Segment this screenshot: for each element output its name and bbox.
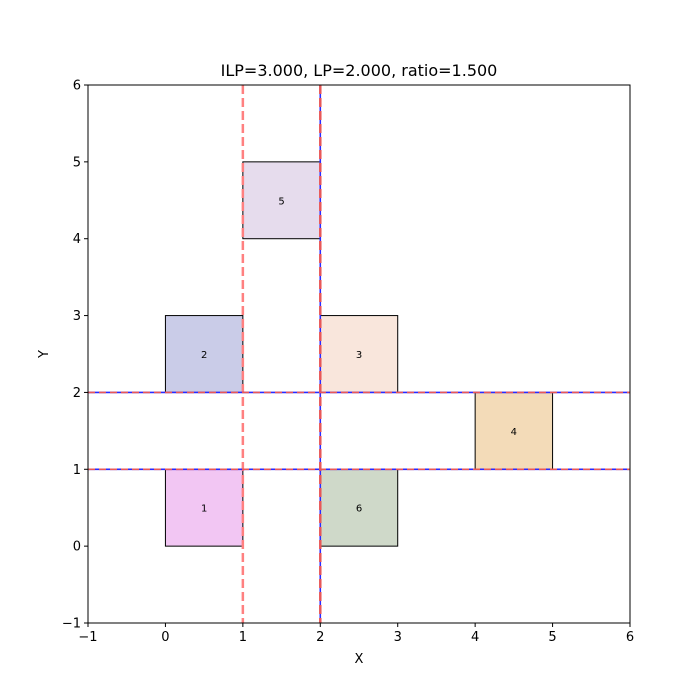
x-tick-label: 3 bbox=[394, 630, 402, 645]
rectangle-3 bbox=[319, 315, 399, 393]
ticks-layer: −1 0 1 2 3 4 5 6 −1 0 1 2 3 4 5 6 bbox=[62, 79, 634, 646]
rectangle-6 bbox=[319, 468, 399, 547]
y-tick-label: 3 bbox=[73, 309, 81, 324]
y-tick-label: 2 bbox=[73, 386, 81, 401]
y-tick-label: 6 bbox=[73, 79, 81, 94]
x-tick-label: 4 bbox=[471, 630, 479, 645]
rectangle-label-5: 5 bbox=[278, 196, 284, 207]
rectangle-label-4: 4 bbox=[511, 427, 517, 438]
y-tick-label: 0 bbox=[73, 540, 81, 555]
rectangles-layer: 1 2 3 4 5 6 bbox=[164, 161, 554, 547]
rectangle-1 bbox=[164, 468, 244, 547]
x-tick-label: 1 bbox=[239, 630, 247, 645]
x-axis-label: X bbox=[355, 652, 364, 667]
y-tick-label: −1 bbox=[62, 617, 81, 632]
rectangle-label-3: 3 bbox=[356, 350, 362, 361]
x-tick-label: 0 bbox=[161, 630, 169, 645]
y-tick-label: 4 bbox=[73, 232, 81, 247]
rectangle-label-1: 1 bbox=[201, 504, 207, 515]
x-tick-label: 2 bbox=[316, 630, 324, 645]
chart-title: ILP=3.000, LP=2.000, ratio=1.500 bbox=[221, 61, 498, 80]
rectangle-4 bbox=[474, 391, 554, 470]
cut-lines-layer bbox=[88, 85, 630, 623]
rectangle-label-2: 2 bbox=[201, 350, 207, 361]
rectangle-2 bbox=[164, 315, 244, 393]
y-tick-label: 1 bbox=[73, 463, 81, 478]
plot-frame bbox=[87, 84, 631, 624]
y-tick-label: 5 bbox=[73, 155, 81, 170]
rectangle-label-6: 6 bbox=[356, 504, 362, 515]
x-tick-label: −1 bbox=[78, 630, 97, 645]
y-axis-label: Y bbox=[37, 350, 52, 359]
rectangle-5 bbox=[242, 161, 321, 240]
x-tick-label: 5 bbox=[548, 630, 556, 645]
x-tick-label: 6 bbox=[626, 630, 634, 645]
